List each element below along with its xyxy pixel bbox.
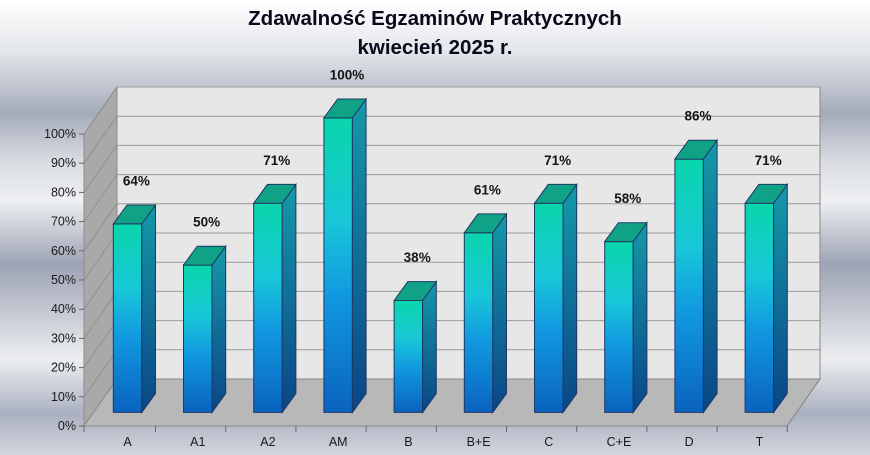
svg-text:86%: 86% xyxy=(684,109,711,124)
svg-text:A1: A1 xyxy=(190,435,205,449)
svg-text:58%: 58% xyxy=(614,191,641,206)
svg-text:70%: 70% xyxy=(51,215,76,229)
svg-text:B: B xyxy=(404,435,412,449)
svg-text:71%: 71% xyxy=(544,153,571,168)
svg-text:0%: 0% xyxy=(58,419,76,433)
svg-text:C+E: C+E xyxy=(607,435,632,449)
svg-text:60%: 60% xyxy=(51,244,76,258)
svg-text:61%: 61% xyxy=(474,182,501,197)
svg-text:B+E: B+E xyxy=(467,435,491,449)
svg-text:100%: 100% xyxy=(44,127,76,141)
svg-text:90%: 90% xyxy=(51,156,76,170)
svg-text:40%: 40% xyxy=(51,302,76,316)
svg-text:30%: 30% xyxy=(51,331,76,345)
svg-text:10%: 10% xyxy=(51,390,76,404)
svg-text:50%: 50% xyxy=(51,273,76,287)
svg-text:AM: AM xyxy=(329,435,348,449)
svg-text:20%: 20% xyxy=(51,361,76,375)
svg-text:71%: 71% xyxy=(263,153,290,168)
svg-text:80%: 80% xyxy=(51,185,76,199)
svg-text:38%: 38% xyxy=(404,250,431,265)
svg-text:D: D xyxy=(685,435,694,449)
svg-text:A: A xyxy=(123,435,132,449)
svg-text:71%: 71% xyxy=(755,153,782,168)
svg-text:100%: 100% xyxy=(330,67,365,82)
svg-text:64%: 64% xyxy=(123,173,150,188)
svg-text:C: C xyxy=(544,435,553,449)
svg-text:50%: 50% xyxy=(193,215,220,230)
svg-text:T: T xyxy=(756,435,764,449)
svg-text:A2: A2 xyxy=(260,435,275,449)
